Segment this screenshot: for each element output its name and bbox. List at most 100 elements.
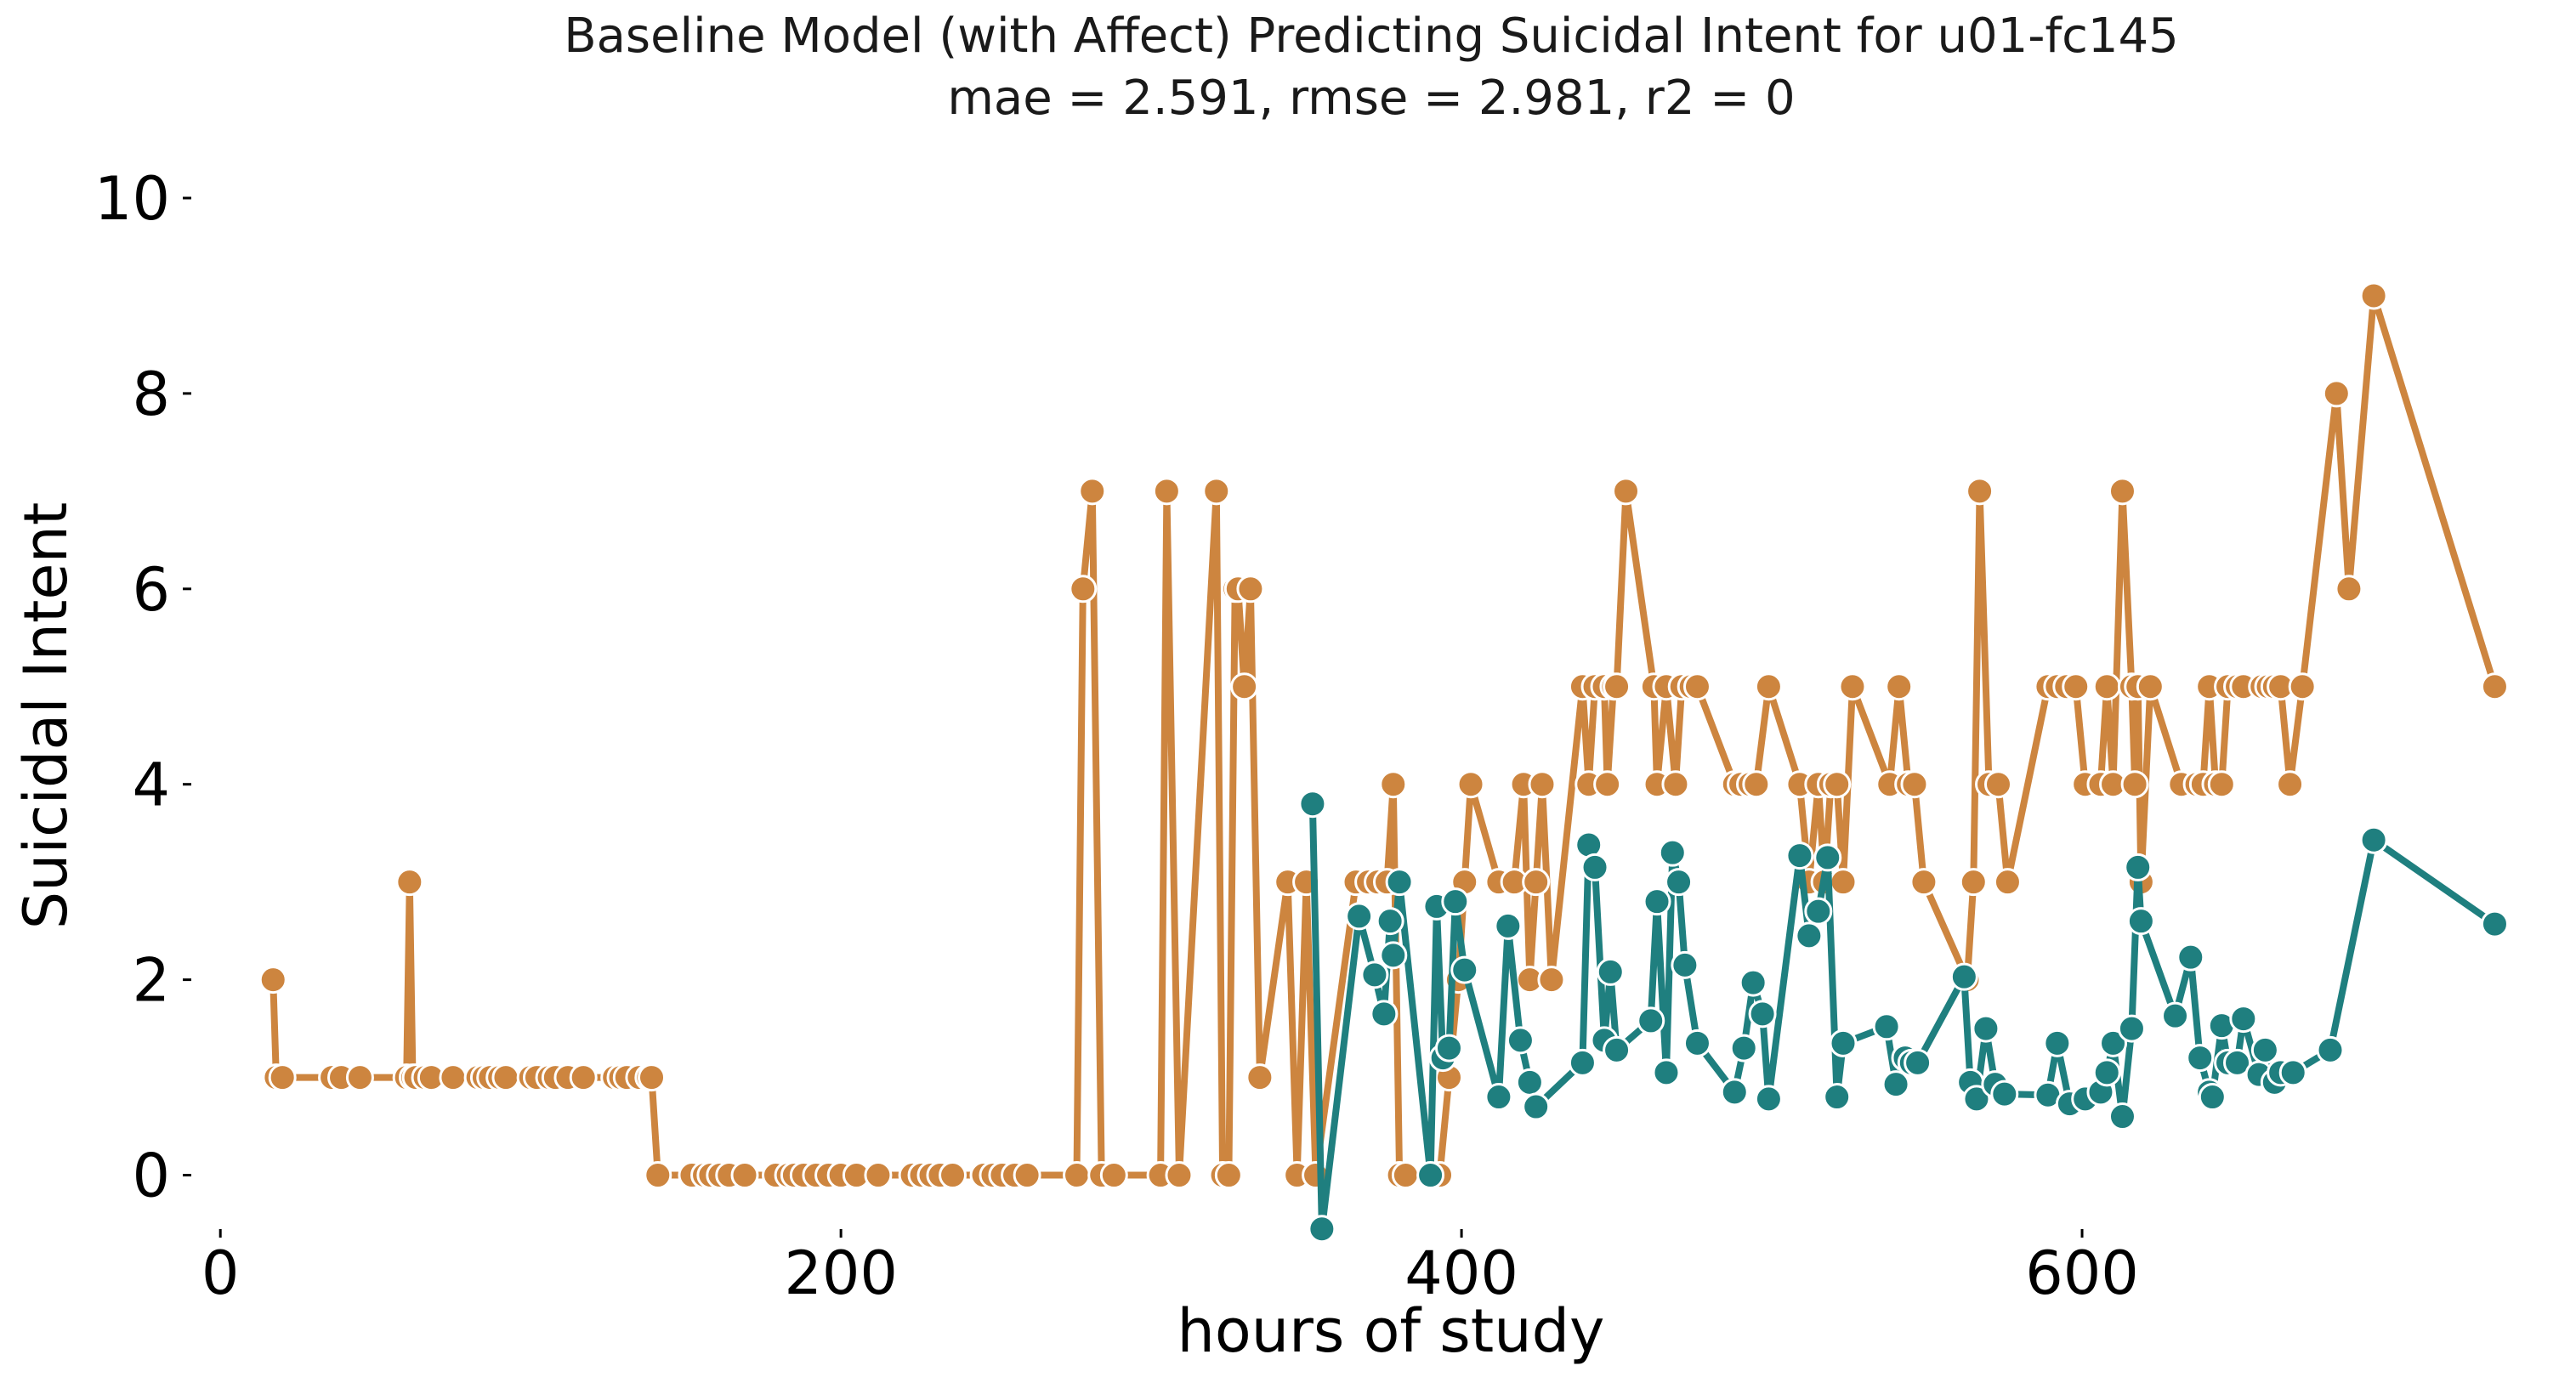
y-tick-label: 2 bbox=[132, 946, 170, 1016]
data-point bbox=[1603, 672, 1631, 701]
data-point bbox=[1063, 1161, 1092, 1190]
x-axis: 0 200 400 600 bbox=[201, 1229, 2139, 1308]
data-point bbox=[1214, 1161, 1243, 1190]
data-point bbox=[1522, 1092, 1551, 1121]
data-point bbox=[1748, 1000, 1777, 1028]
data-point bbox=[2117, 1014, 2146, 1043]
x-tick-label: 400 bbox=[1404, 1238, 1518, 1308]
data-point bbox=[1345, 902, 1374, 931]
data-point bbox=[1652, 1058, 1681, 1087]
data-point bbox=[1385, 868, 1414, 897]
data-point bbox=[1370, 1000, 1399, 1028]
data-point bbox=[1661, 770, 1690, 799]
data-point bbox=[1379, 941, 1408, 970]
data-point bbox=[1506, 1026, 1535, 1055]
data-point bbox=[1720, 1078, 1749, 1107]
data-point bbox=[268, 1063, 297, 1092]
data-point bbox=[1528, 770, 1557, 799]
data-point bbox=[644, 1161, 672, 1190]
data-point bbox=[2043, 1028, 2072, 1057]
data-point bbox=[730, 1161, 759, 1190]
data-point bbox=[1785, 842, 1814, 870]
data-point bbox=[2480, 910, 2509, 938]
data-point bbox=[939, 1161, 967, 1190]
data-point bbox=[345, 1063, 374, 1092]
data-point bbox=[491, 1063, 520, 1092]
data-point bbox=[2186, 1044, 2215, 1073]
data-point bbox=[2120, 770, 2149, 799]
data-point bbox=[2161, 1001, 2190, 1030]
data-point bbox=[1990, 1080, 2019, 1108]
series-line bbox=[1308, 800, 2499, 1232]
data-point bbox=[1795, 921, 1824, 950]
data-point bbox=[1823, 1083, 1852, 1112]
data-point bbox=[1665, 868, 1694, 897]
data-point bbox=[258, 966, 287, 994]
y-tick-label: 0 bbox=[132, 1142, 170, 1211]
data-point bbox=[2322, 379, 2351, 408]
data-point bbox=[1522, 868, 1551, 897]
data-point bbox=[1881, 1070, 1910, 1099]
data-point bbox=[1962, 1085, 1991, 1114]
data-point bbox=[638, 1063, 667, 1092]
data-point bbox=[1872, 1012, 1901, 1041]
data-point bbox=[1682, 1028, 1711, 1057]
data-point bbox=[1391, 1161, 1420, 1190]
data-point bbox=[1829, 1028, 1858, 1057]
data-point bbox=[1165, 1161, 1194, 1190]
data-point bbox=[1360, 960, 1389, 989]
data-point bbox=[1754, 672, 1783, 701]
data-point bbox=[1813, 843, 1842, 872]
data-point bbox=[2480, 672, 2509, 701]
data-point bbox=[1230, 672, 1259, 701]
data-point bbox=[1580, 853, 1609, 881]
data-point bbox=[1245, 1063, 1274, 1092]
y-tick-label: 6 bbox=[132, 555, 170, 625]
data-point bbox=[1838, 672, 1867, 701]
data-point bbox=[1966, 477, 1994, 506]
data-point bbox=[1658, 838, 1687, 867]
data-point bbox=[1069, 575, 1098, 604]
data-point bbox=[1643, 887, 1671, 916]
data-point bbox=[1593, 770, 1622, 799]
data-point bbox=[2092, 672, 2121, 701]
data-point bbox=[2198, 1083, 2227, 1112]
data-point bbox=[1202, 477, 1231, 506]
data-point bbox=[1983, 770, 2012, 799]
x-tick-label: 0 bbox=[201, 1238, 240, 1308]
data-point bbox=[1909, 868, 1938, 897]
x-tick-label: 200 bbox=[784, 1238, 898, 1308]
chart-title: Baseline Model (with Affect) Predicting … bbox=[564, 8, 2179, 64]
series-1 bbox=[1298, 790, 2509, 1244]
data-point bbox=[2250, 1035, 2279, 1064]
data-point bbox=[2359, 281, 2388, 310]
data-point bbox=[2278, 1058, 2307, 1087]
series-line bbox=[270, 292, 2499, 1179]
data-point bbox=[1441, 887, 1470, 916]
data-point bbox=[1236, 575, 1265, 604]
series-layer bbox=[258, 281, 2509, 1244]
data-point bbox=[1078, 477, 1107, 506]
data-point bbox=[1972, 1014, 2000, 1043]
data-point bbox=[1596, 957, 1625, 986]
data-point bbox=[2229, 1005, 2258, 1034]
data-point bbox=[1379, 770, 1408, 799]
data-point bbox=[1537, 966, 1566, 994]
x-axis-label: hours of study bbox=[1177, 1296, 1605, 1366]
data-point bbox=[2099, 1028, 2128, 1057]
data-point bbox=[1484, 1083, 1513, 1112]
data-point bbox=[1742, 770, 1771, 799]
series-0 bbox=[258, 281, 2509, 1190]
y-axis: 0 2 4 6 8 10 bbox=[94, 164, 191, 1211]
data-point bbox=[2223, 1048, 2252, 1077]
data-point bbox=[1152, 477, 1181, 506]
data-point bbox=[1829, 868, 1858, 897]
data-point bbox=[1434, 1034, 1463, 1062]
data-point bbox=[1494, 911, 1523, 940]
data-point bbox=[2335, 575, 2363, 604]
data-point bbox=[2176, 943, 2205, 972]
data-point bbox=[2126, 907, 2155, 936]
data-point bbox=[2108, 477, 2136, 506]
data-point bbox=[1637, 1006, 1665, 1035]
